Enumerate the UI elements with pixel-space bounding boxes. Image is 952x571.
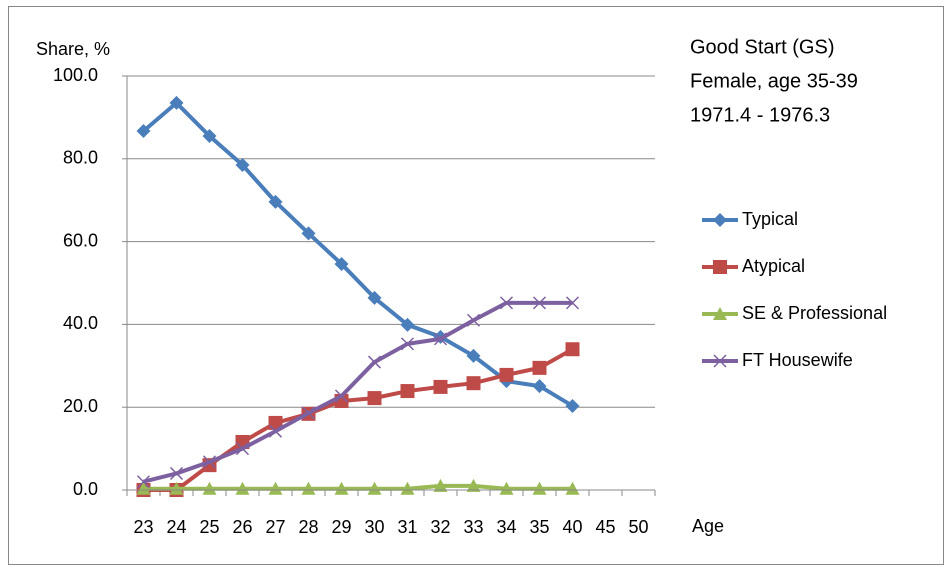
y-tick-label: 80.0 xyxy=(63,148,98,168)
legend-label: FT Housewife xyxy=(742,350,853,370)
series-line xyxy=(143,300,573,484)
data-point xyxy=(268,424,283,438)
chart-frame xyxy=(8,6,944,565)
data-point xyxy=(367,290,382,305)
x-axis-label: Age xyxy=(692,516,724,536)
x-tick-label: 26 xyxy=(232,517,252,537)
x-tick-label: 30 xyxy=(364,517,384,537)
data-point xyxy=(400,337,415,351)
y-tick-label: 100.0 xyxy=(53,65,98,85)
x-tick-label: 33 xyxy=(463,517,483,537)
data-point xyxy=(466,313,481,327)
data-point xyxy=(565,296,580,310)
data-point xyxy=(136,475,151,489)
data-point xyxy=(235,481,250,495)
data-point xyxy=(367,355,382,369)
data-point xyxy=(565,481,580,495)
data-point xyxy=(400,481,415,495)
y-axis-label: Share, % xyxy=(36,39,110,59)
legend-label: Atypical xyxy=(742,256,805,276)
data-point xyxy=(466,478,481,492)
data-point xyxy=(499,481,514,495)
data-point xyxy=(433,379,448,394)
data-point xyxy=(400,317,415,332)
data-point xyxy=(268,194,283,209)
legend-marker xyxy=(713,307,727,320)
data-point xyxy=(532,379,547,394)
data-point xyxy=(565,342,580,357)
legend-label: Typical xyxy=(742,209,798,229)
data-point xyxy=(334,256,349,271)
data-point xyxy=(532,481,547,495)
data-point xyxy=(202,455,217,469)
x-tick-label: 27 xyxy=(265,517,285,537)
x-tick-label: 50 xyxy=(628,517,648,537)
data-point xyxy=(400,384,415,399)
data-point xyxy=(169,95,184,110)
data-point xyxy=(169,481,184,495)
data-point xyxy=(466,348,481,363)
data-point xyxy=(136,481,151,495)
x-tick-label: 29 xyxy=(331,517,351,537)
data-point xyxy=(433,478,448,492)
data-point xyxy=(169,466,184,480)
data-point xyxy=(268,415,283,430)
legend-marker xyxy=(713,213,727,227)
x-tick-label: 24 xyxy=(166,517,186,537)
y-tick-label: 20.0 xyxy=(63,396,98,416)
data-point xyxy=(235,158,250,173)
x-tick-label: 34 xyxy=(496,517,516,537)
data-point xyxy=(367,391,382,406)
data-point xyxy=(268,481,283,495)
data-point xyxy=(367,481,382,495)
x-tick-label: 28 xyxy=(298,517,318,537)
x-tick-label: 32 xyxy=(430,517,450,537)
data-point xyxy=(301,481,316,495)
series-line xyxy=(143,483,573,491)
data-point xyxy=(301,226,316,241)
annotation: Female, age 35-39 xyxy=(690,70,858,92)
x-tick-label: 25 xyxy=(199,517,219,537)
annotation: Good Start (GS) xyxy=(690,36,835,58)
data-point xyxy=(499,296,514,310)
data-point xyxy=(532,360,547,375)
data-point xyxy=(334,389,349,403)
data-point xyxy=(499,367,514,382)
y-tick-label: 60.0 xyxy=(63,230,98,250)
y-tick-label: 0.0 xyxy=(73,479,98,499)
data-point xyxy=(202,481,217,495)
data-point xyxy=(466,376,481,391)
legend-marker xyxy=(713,354,727,368)
x-tick-label: 40 xyxy=(562,517,582,537)
x-tick-label: 31 xyxy=(397,517,417,537)
data-point xyxy=(565,398,580,413)
y-tick-label: 40.0 xyxy=(63,313,98,333)
data-point xyxy=(136,124,151,139)
x-tick-label: 23 xyxy=(133,517,153,537)
legend-marker xyxy=(713,260,727,274)
data-point xyxy=(235,442,250,456)
data-point xyxy=(433,332,448,346)
annotation: 1971.4 - 1976.3 xyxy=(690,104,830,126)
data-point xyxy=(532,296,547,310)
data-point xyxy=(334,481,349,495)
x-tick-label: 45 xyxy=(595,517,615,537)
data-point xyxy=(301,406,316,420)
legend-label: SE & Professional xyxy=(742,303,887,323)
data-point xyxy=(202,129,217,144)
x-tick-label: 35 xyxy=(529,517,549,537)
